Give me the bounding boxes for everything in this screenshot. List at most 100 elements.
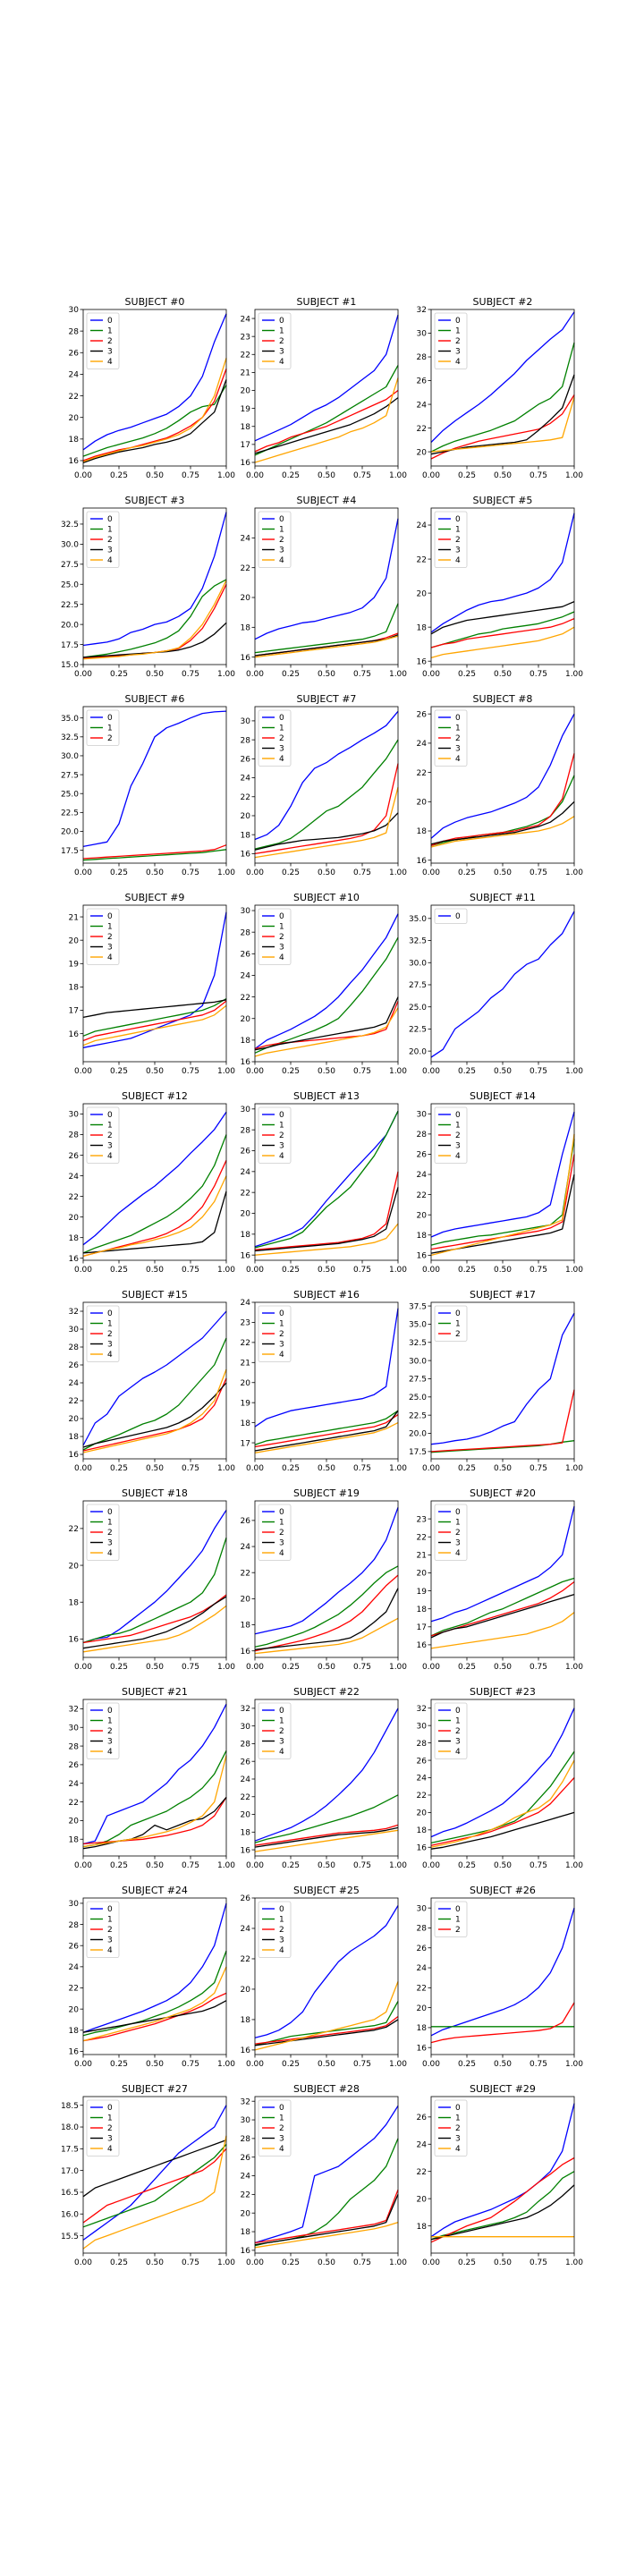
legend-label: 2 (279, 1926, 284, 1935)
x-tick-label: 0.75 (182, 471, 199, 480)
series-line (254, 2019, 399, 2046)
legend-label: 4 (107, 1946, 113, 1955)
x-tick-label: 0.00 (74, 1067, 92, 1076)
y-tick-label: 28 (69, 1131, 80, 1140)
legend-label: 4 (279, 1946, 284, 1955)
y-tick-label: 20 (69, 936, 80, 945)
x-tick-label: 1.00 (565, 1266, 583, 1275)
y-tick-label: 16 (417, 1252, 428, 1261)
series-line (82, 1134, 227, 1254)
y-tick-label: 18 (241, 1829, 251, 1838)
legend-label: 2 (107, 734, 113, 743)
x-tick-label: 0.75 (353, 1464, 371, 1473)
legend-label: 0 (107, 714, 113, 723)
legend-label: 4 (107, 556, 113, 565)
legend-label: 4 (107, 358, 113, 367)
series-line (430, 1577, 575, 1637)
legend-label: 1 (107, 923, 113, 932)
legend-label: 0 (279, 1707, 284, 1716)
x-tick-label: 0.00 (74, 670, 92, 679)
y-tick-label: 28 (417, 1131, 428, 1140)
y-tick-label: 28 (241, 736, 251, 745)
legend-label: 4 (279, 1549, 284, 1558)
x-tick-label: 0.75 (353, 670, 371, 679)
y-tick-label: 18 (241, 1419, 251, 1428)
y-tick-label: 24 (69, 1780, 80, 1789)
x-tick-label: 0.50 (494, 2060, 512, 2069)
legend-label: 0 (279, 1508, 284, 1517)
x-tick-label: 0.25 (282, 2258, 300, 2267)
series-line (254, 1565, 399, 1648)
series-line (82, 1191, 227, 1254)
y-tick-label: 24 (241, 1168, 251, 1177)
plot-frame (430, 904, 575, 1063)
y-tick-label: 30 (417, 1110, 428, 1119)
y-tick-label: 18 (417, 827, 428, 836)
y-tick-label: 19 (417, 1588, 428, 1597)
y-tick-label: 30.0 (409, 959, 427, 968)
y-tick-label: 16 (69, 1451, 80, 1460)
x-tick-label: 0.25 (282, 2060, 300, 2069)
x-tick-label: 0.00 (246, 471, 264, 480)
x-tick-label: 0.00 (246, 1464, 264, 1473)
legend-label: 4 (279, 1351, 284, 1360)
series-line (254, 787, 399, 859)
series-line (82, 1368, 227, 1453)
y-tick-label: 21 (241, 369, 250, 378)
series-line (254, 1829, 399, 1852)
y-tick-label: 22 (241, 1339, 250, 1348)
legend-label: 3 (455, 1539, 461, 1548)
series-line (82, 1538, 227, 1644)
series-line (254, 2015, 399, 2045)
legend-label: 1 (279, 1717, 284, 1726)
x-tick-label: 1.00 (217, 1067, 235, 1076)
y-tick-label: 22.5 (61, 809, 79, 818)
legend-label: 2 (455, 2124, 461, 2133)
y-tick-label: 16 (69, 1255, 80, 1264)
y-tick-label: 18 (417, 1826, 428, 1835)
y-tick-label: 24 (69, 1379, 80, 1388)
y-tick-label: 18.5 (61, 2102, 79, 2111)
x-tick-label: 0.00 (74, 1266, 92, 1275)
y-tick-label: 32.5 (61, 733, 79, 742)
x-tick-label: 0.75 (530, 1067, 547, 1076)
x-tick-label: 0.50 (494, 471, 512, 480)
series-line (82, 1111, 227, 1246)
legend-label: 0 (455, 1707, 461, 1716)
y-tick-label: 22 (241, 1955, 250, 1964)
series-line (254, 1422, 399, 1453)
series-line (430, 311, 575, 443)
legend-label: 4 (455, 556, 461, 565)
series-line (430, 2103, 575, 2238)
panel-title: SUBJECT #7 (297, 693, 357, 705)
panel-title: SUBJECT #24 (122, 1885, 188, 1896)
panel-title: SUBJECT #23 (470, 1686, 536, 1698)
y-tick-label: 22 (69, 393, 79, 402)
series-line (82, 1992, 227, 2042)
y-tick-label: 26 (241, 1148, 251, 1157)
legend-label: 2 (279, 536, 284, 545)
y-tick-label: 18 (241, 831, 251, 840)
x-tick-label: 0.00 (74, 471, 92, 480)
x-tick-label: 0.75 (353, 869, 371, 877)
legend-label: 2 (455, 1727, 461, 1736)
y-tick-label: 26 (241, 2154, 251, 2163)
x-tick-label: 1.00 (389, 2060, 407, 2069)
series-line (254, 365, 399, 456)
legend-label: 2 (279, 1330, 284, 1339)
series-line (430, 1505, 575, 1623)
x-tick-label: 1.00 (217, 2060, 235, 2069)
x-tick-label: 1.00 (389, 869, 407, 877)
y-tick-label: 18 (241, 1622, 251, 1631)
x-tick-label: 1.00 (217, 1861, 235, 1870)
series-line (82, 1966, 227, 2042)
y-tick-label: 26 (241, 951, 251, 960)
legend-label: 2 (455, 337, 461, 346)
x-tick-label: 0.75 (182, 2258, 199, 2267)
y-tick-label: 26 (69, 1152, 80, 1161)
series-line (82, 2144, 227, 2228)
x-tick-label: 0.00 (246, 869, 264, 877)
y-tick-label: 32.5 (409, 937, 427, 946)
y-tick-label: 20 (417, 589, 428, 598)
y-tick-label: 18 (69, 984, 80, 993)
